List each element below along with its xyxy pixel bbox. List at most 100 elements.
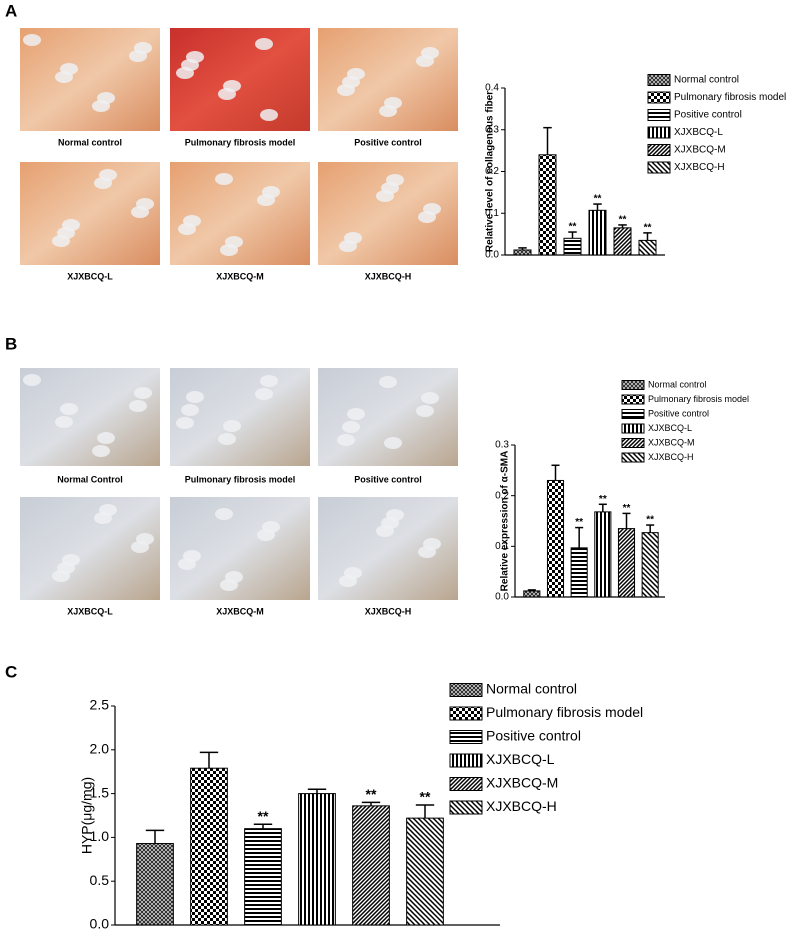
significance: ** xyxy=(420,789,431,805)
legend-swatch xyxy=(449,777,483,791)
significance: ** xyxy=(619,215,627,226)
alveolus xyxy=(215,508,233,520)
alveolus xyxy=(260,375,278,387)
alveolus xyxy=(223,420,241,432)
micrograph xyxy=(170,162,310,265)
bar xyxy=(298,793,336,926)
bar xyxy=(190,767,228,926)
alveolus xyxy=(218,88,236,100)
alveolus xyxy=(339,240,357,252)
bar xyxy=(563,237,582,256)
y-tick-label: 2.0 xyxy=(90,741,110,757)
image-caption: Pulmonary fibrosis model xyxy=(185,474,296,484)
legend-swatch xyxy=(621,423,645,434)
alveolus xyxy=(23,374,41,386)
alveolus xyxy=(416,405,434,417)
image-caption: Positive control xyxy=(354,474,422,484)
significance: ** xyxy=(599,494,607,505)
y-tick-label: 0.1 xyxy=(485,208,499,219)
legend-swatch xyxy=(449,683,483,697)
alveolus xyxy=(181,404,199,416)
y-tick-label: 0.5 xyxy=(90,872,110,888)
micrograph xyxy=(170,28,310,131)
legend-swatch xyxy=(647,74,671,86)
image-caption: XJXBCQ-H xyxy=(365,606,412,616)
legend-swatch xyxy=(449,753,483,768)
micrograph xyxy=(170,497,310,600)
bar xyxy=(244,828,282,926)
alveolus xyxy=(131,206,149,218)
bar xyxy=(570,547,588,598)
legend-label: Positive control xyxy=(648,408,709,418)
alveolus xyxy=(384,437,402,449)
legend-label: Pulmonary fibrosis model xyxy=(674,92,786,103)
alveolus xyxy=(23,34,41,46)
alveolus xyxy=(131,541,149,553)
y-tick-label: 0.2 xyxy=(495,490,509,501)
y-tick-label: 0.2 xyxy=(485,166,499,177)
legend-swatch xyxy=(621,380,645,390)
image-caption: XJXBCQ-L xyxy=(67,271,113,281)
alveolus xyxy=(186,391,204,403)
legend-swatch xyxy=(449,730,483,744)
legend-label: XJXBCQ-H xyxy=(486,798,557,814)
legend-label: XJXBCQ-L xyxy=(648,423,692,433)
alveolus xyxy=(260,109,278,121)
significance: ** xyxy=(569,222,577,233)
legend-swatch xyxy=(621,394,645,405)
alveolus xyxy=(215,173,233,185)
alveolus xyxy=(60,403,78,415)
y-tick-label: 1.5 xyxy=(90,784,110,800)
bar xyxy=(136,843,174,926)
alveolus xyxy=(176,67,194,79)
legend-label: XJXBCQ-M xyxy=(648,437,695,447)
alveolus xyxy=(129,400,147,412)
image-caption: Positive control xyxy=(354,137,422,147)
alveolus xyxy=(52,235,70,247)
y-tick-label: 1.0 xyxy=(90,828,110,844)
legend-swatch xyxy=(621,452,645,463)
panel-label: B xyxy=(5,334,17,353)
alveolus xyxy=(176,417,194,429)
legend-swatch xyxy=(647,161,671,174)
significance: ** xyxy=(644,223,652,234)
image-caption: Normal Control xyxy=(57,474,123,484)
legend-label: XJXBCQ-H xyxy=(674,162,725,173)
significance: ** xyxy=(623,503,631,514)
legend-label: Pulmonary fibrosis model xyxy=(486,704,643,720)
alveolus xyxy=(255,388,273,400)
alveolus xyxy=(94,177,112,189)
legend-swatch xyxy=(621,409,645,419)
alveolus xyxy=(257,194,275,206)
panel-label: C xyxy=(5,662,17,681)
alveolus xyxy=(337,84,355,96)
legend-swatch xyxy=(449,706,483,721)
y-axis-label: HYP(μg/mg) xyxy=(79,777,95,854)
significance: ** xyxy=(575,517,583,528)
alveolus xyxy=(255,38,273,50)
bar xyxy=(617,528,636,598)
image-caption: XJXBCQ-H xyxy=(365,271,412,281)
y-tick-label: 2.5 xyxy=(90,697,110,713)
image-caption: Pulmonary fibrosis model xyxy=(185,137,296,147)
alveolus xyxy=(347,408,365,420)
alveolus xyxy=(376,525,394,537)
alveolus xyxy=(379,376,397,388)
bar xyxy=(594,511,612,598)
alveolus xyxy=(257,529,275,541)
legend-swatch xyxy=(621,438,645,448)
legend-swatch xyxy=(647,91,671,104)
alveolus xyxy=(52,570,70,582)
y-tick-label: 0.3 xyxy=(485,124,499,135)
y-tick-label: 0.0 xyxy=(90,916,110,932)
legend-label: XJXBCQ-M xyxy=(674,145,726,156)
alveolus xyxy=(339,575,357,587)
significance: ** xyxy=(258,808,269,824)
micrograph xyxy=(20,368,160,466)
alveolus xyxy=(55,416,73,428)
legend-swatch xyxy=(449,800,483,815)
alveolus xyxy=(416,55,434,67)
bar xyxy=(546,479,565,598)
micrograph xyxy=(170,368,310,466)
